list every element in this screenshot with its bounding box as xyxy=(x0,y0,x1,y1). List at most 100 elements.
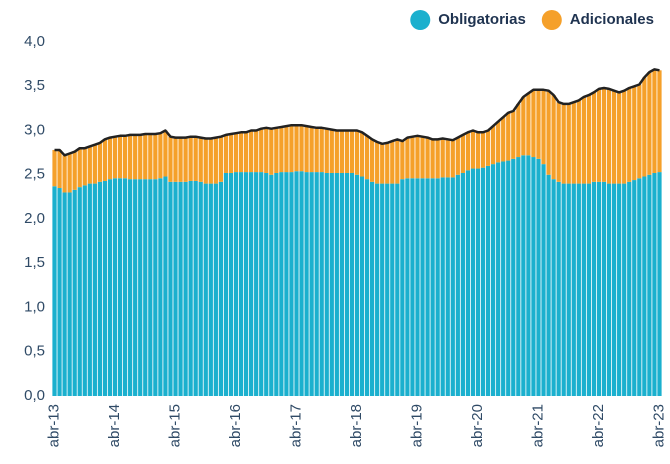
bar-segment xyxy=(516,103,521,158)
x-tick-label: abr-22 xyxy=(590,404,607,447)
bar-segment xyxy=(576,183,581,396)
bar-segment xyxy=(526,93,531,156)
bar-segment xyxy=(606,88,612,184)
bar-segment xyxy=(455,174,460,396)
bar-segment xyxy=(122,135,128,179)
bar-segment xyxy=(395,139,400,184)
bar-segment xyxy=(405,178,410,396)
bar-segment xyxy=(279,172,284,396)
bar-segment xyxy=(168,181,173,396)
bar-segment xyxy=(370,139,375,182)
bar-segment xyxy=(208,138,213,184)
bar-segment xyxy=(385,142,390,184)
bar-segment xyxy=(112,178,118,396)
bar-segment xyxy=(67,153,72,193)
bar-segment xyxy=(475,168,481,396)
bar-segment xyxy=(173,137,178,182)
bar-segment xyxy=(153,134,158,180)
bar-segment xyxy=(359,132,365,177)
bar-segment xyxy=(465,170,471,396)
bar-segment xyxy=(329,129,334,173)
x-tick-label: abr-21 xyxy=(529,404,546,447)
bar-segment xyxy=(380,143,385,184)
bar-segment xyxy=(183,137,188,182)
bar-segment xyxy=(536,158,541,396)
bar-segment xyxy=(102,180,108,396)
bar-segment xyxy=(289,172,294,396)
bar-segment xyxy=(385,183,390,396)
bar-segment xyxy=(561,103,566,184)
bar-segment xyxy=(576,100,581,184)
bar-segment xyxy=(264,127,269,173)
bar-segment xyxy=(138,134,143,180)
bar-segment xyxy=(596,181,602,396)
bar-segment xyxy=(269,174,274,396)
bar-segment xyxy=(208,183,213,396)
bar-segment xyxy=(581,96,586,184)
bar-segment xyxy=(364,179,370,396)
bar-segment xyxy=(566,183,571,396)
bar-segment xyxy=(203,138,208,184)
bar-segment xyxy=(213,183,218,396)
bar-segment xyxy=(596,88,602,182)
bar-segment xyxy=(349,130,355,173)
x-tick-label: abr-17 xyxy=(287,404,304,447)
bar-segment xyxy=(218,136,224,182)
bar-segment xyxy=(445,177,450,396)
bar-segment xyxy=(611,90,617,184)
bar-segment xyxy=(450,140,455,178)
bar-segment xyxy=(637,178,642,396)
bar-segment xyxy=(223,134,229,173)
bar-segment xyxy=(77,187,82,396)
bar-segment xyxy=(501,117,506,162)
y-tick-label: 3,5 xyxy=(24,77,45,94)
legend-swatch xyxy=(410,10,431,30)
bar-segment xyxy=(601,88,607,182)
bar-segment xyxy=(435,178,440,396)
bar-segment xyxy=(107,137,113,180)
bar-segment xyxy=(198,137,203,182)
bar-segment xyxy=(586,95,592,184)
bar-segment xyxy=(611,183,617,396)
x-tick-label: abr-14 xyxy=(106,404,123,447)
bar-segment xyxy=(128,134,133,180)
bar-segment xyxy=(299,171,304,396)
bar-segment xyxy=(344,130,350,173)
bar-segment xyxy=(143,134,148,180)
bar-segment xyxy=(178,137,183,182)
bar-segment xyxy=(496,162,501,396)
bar-segment xyxy=(506,112,511,161)
bar-segment xyxy=(601,181,607,396)
bar-segment xyxy=(390,183,395,396)
bar-segment xyxy=(410,178,415,396)
bar-segment xyxy=(97,142,103,182)
bar-segment xyxy=(57,188,62,396)
bar-segment xyxy=(430,178,435,396)
bar-segment xyxy=(506,160,511,396)
bar-segment xyxy=(405,137,410,179)
bar-segment xyxy=(243,172,249,396)
bar-segment xyxy=(425,178,430,396)
bar-segment xyxy=(344,172,350,396)
bar-segment xyxy=(133,179,138,396)
bar-segment xyxy=(420,136,425,179)
bar-segment xyxy=(133,134,138,180)
bar-segment xyxy=(82,148,87,186)
bar-segment xyxy=(92,144,97,184)
bar-segment xyxy=(435,139,440,179)
bar-segment xyxy=(203,183,208,396)
bar-segment xyxy=(490,164,496,396)
legend-label: Adicionales xyxy=(570,11,654,28)
y-tick-label: 2,5 xyxy=(24,166,45,183)
bar-segment xyxy=(274,127,279,173)
y-tick-label: 1,0 xyxy=(24,298,45,315)
bar-segment xyxy=(556,102,561,182)
bar-segment xyxy=(380,183,385,396)
bar-segment xyxy=(122,178,128,396)
bar-segment xyxy=(92,183,97,396)
bar-segment xyxy=(465,132,471,171)
bar-segment xyxy=(425,137,430,179)
bar-segment xyxy=(329,172,334,396)
bar-segment xyxy=(319,172,324,396)
bar-segment xyxy=(193,180,198,396)
